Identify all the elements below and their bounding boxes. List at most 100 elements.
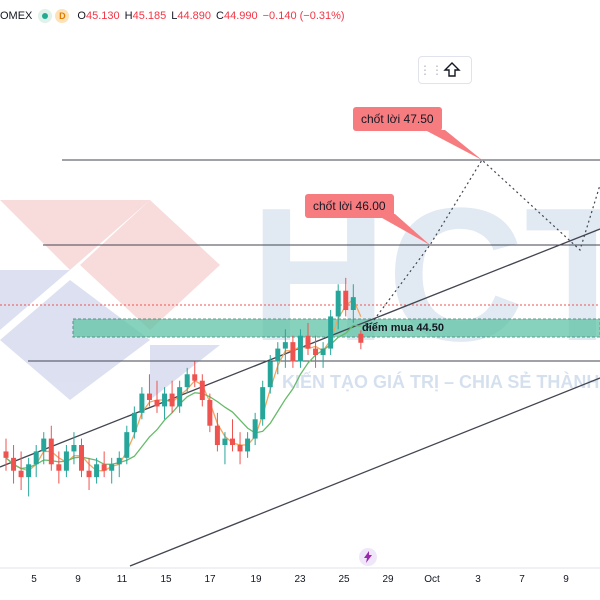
candle[interactable]: [48, 425, 54, 471]
candle[interactable]: [139, 387, 145, 420]
candle-body: [267, 361, 273, 388]
candle-body: [350, 297, 356, 310]
candle[interactable]: [41, 432, 47, 465]
candle-body: [275, 348, 281, 362]
ohlc-close: C44.990: [216, 10, 258, 22]
candle[interactable]: [79, 438, 84, 478]
candle[interactable]: [290, 335, 296, 368]
candle[interactable]: [33, 445, 39, 478]
candle-body: [162, 393, 168, 407]
candle-body: [109, 464, 115, 471]
candle[interactable]: [86, 457, 92, 490]
x-tick-label: 29: [382, 574, 394, 585]
candle-body: [116, 457, 122, 465]
candle[interactable]: [124, 425, 130, 465]
x-tick-label: 25: [338, 574, 350, 585]
buy-zone[interactable]: [72, 318, 600, 338]
arrow-up-icon[interactable]: [433, 62, 471, 78]
candle[interactable]: [199, 374, 205, 407]
candle[interactable]: [222, 432, 228, 465]
candle[interactable]: [177, 380, 183, 413]
ohlc-open: O45.130: [77, 10, 120, 22]
candle-body: [124, 432, 130, 458]
lightning-icon[interactable]: [359, 548, 377, 566]
candle[interactable]: [297, 329, 303, 368]
candle[interactable]: [116, 451, 122, 478]
candle[interactable]: [94, 457, 100, 484]
candle[interactable]: [305, 322, 311, 355]
candle[interactable]: [260, 380, 266, 426]
candle[interactable]: [109, 457, 115, 484]
candle-body: [237, 445, 243, 452]
candle-body: [41, 438, 47, 452]
candle[interactable]: [245, 432, 251, 458]
candle-body: [11, 457, 17, 471]
candle[interactable]: [282, 329, 288, 368]
candle[interactable]: [131, 406, 137, 439]
candle[interactable]: [169, 380, 175, 413]
candle[interactable]: [3, 438, 9, 471]
candles[interactable]: [3, 277, 364, 497]
channel-lower-line[interactable]: [129, 377, 600, 567]
take-profit-callout-2[interactable]: chốt lời 47.50: [353, 107, 442, 131]
candle-body: [252, 419, 258, 439]
candle-body: [56, 464, 62, 471]
candle-body: [101, 464, 107, 471]
drag-handle-icon[interactable]: ⋮⋮: [419, 63, 443, 77]
candle[interactable]: [252, 412, 258, 445]
candle[interactable]: [313, 335, 319, 368]
candle[interactable]: [328, 310, 334, 355]
x-tick-label: 5: [31, 574, 37, 585]
candle-body: [230, 438, 235, 445]
x-tick-label: 9: [563, 574, 569, 585]
candle-body: [79, 445, 84, 471]
candle-body: [199, 380, 205, 400]
candle[interactable]: [335, 284, 341, 330]
take-profit-callout-1[interactable]: chốt lời 46.00: [305, 194, 394, 218]
candle[interactable]: [26, 457, 32, 497]
candle[interactable]: [18, 451, 24, 490]
candle-body: [154, 400, 160, 407]
candle[interactable]: [101, 451, 107, 478]
candle[interactable]: [56, 451, 62, 484]
candle[interactable]: [154, 380, 160, 413]
candle[interactable]: [237, 432, 243, 465]
x-tick-label: 23: [294, 574, 306, 585]
candle[interactable]: [162, 387, 168, 420]
buy-point-label[interactable]: điểm mua 44.50: [362, 322, 444, 334]
candle[interactable]: [267, 355, 273, 394]
x-tick-label: 3: [475, 574, 481, 585]
candle[interactable]: [343, 277, 349, 317]
candle-body: [207, 400, 213, 426]
candle[interactable]: [184, 367, 190, 394]
candle-body: [177, 387, 183, 407]
candle[interactable]: [230, 419, 235, 452]
watermark-logo: [0, 200, 220, 400]
delayed-badge: D: [55, 9, 70, 23]
candle[interactable]: [11, 445, 17, 484]
candle[interactable]: [71, 432, 77, 465]
candle-body: [328, 316, 334, 349]
market-status-icon: [38, 9, 53, 23]
ohlc-change: −0.140 (−0.31%): [262, 10, 345, 22]
candle-body: [282, 342, 288, 349]
candle[interactable]: [320, 342, 326, 368]
candle-body: [3, 451, 9, 458]
candle[interactable]: [63, 445, 69, 478]
candle-body: [222, 438, 228, 445]
x-tick-label: 15: [160, 574, 172, 585]
candle[interactable]: [207, 393, 213, 433]
symbol-label[interactable]: OMEX: [0, 10, 33, 22]
candle-body: [358, 333, 364, 343]
candle-body: [260, 387, 266, 420]
candle-body: [305, 335, 311, 349]
candle[interactable]: [275, 342, 281, 375]
floating-toolbar[interactable]: ⋮⋮: [418, 56, 472, 84]
candle[interactable]: [350, 284, 356, 323]
candle[interactable]: [358, 330, 364, 350]
candle[interactable]: [214, 412, 220, 452]
candle[interactable]: [146, 374, 152, 407]
candle-body: [71, 445, 77, 452]
candle[interactable]: [192, 361, 198, 388]
